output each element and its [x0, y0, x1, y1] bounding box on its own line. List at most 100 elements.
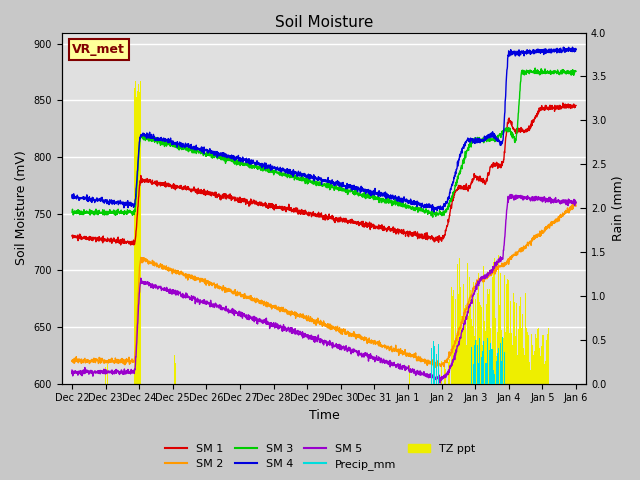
- Bar: [536, 338, 537, 384]
- Bar: [465, 305, 466, 384]
- Bar: [518, 329, 519, 384]
- Bar: [139, 98, 140, 384]
- Bar: [504, 317, 505, 384]
- Bar: [479, 337, 481, 384]
- Bar: [438, 344, 439, 384]
- Bar: [487, 288, 488, 384]
- Bar: [445, 370, 446, 384]
- Bar: [515, 336, 516, 384]
- Bar: [542, 335, 543, 384]
- Bar: [540, 357, 541, 384]
- Bar: [520, 297, 521, 384]
- Bar: [134, 88, 135, 384]
- Bar: [460, 312, 461, 384]
- Bar: [543, 357, 544, 384]
- Bar: [496, 356, 497, 384]
- Bar: [503, 337, 504, 384]
- Bar: [135, 81, 136, 384]
- Bar: [531, 335, 532, 384]
- Bar: [135, 101, 136, 384]
- Bar: [467, 263, 468, 384]
- Bar: [409, 365, 410, 384]
- Bar: [513, 293, 515, 384]
- Bar: [506, 284, 507, 384]
- Bar: [492, 277, 493, 384]
- Bar: [136, 97, 137, 384]
- Bar: [500, 366, 502, 384]
- Bar: [513, 328, 514, 384]
- Bar: [526, 359, 527, 384]
- Bar: [464, 308, 465, 384]
- Bar: [525, 350, 526, 384]
- Bar: [495, 318, 496, 384]
- Text: VR_met: VR_met: [72, 43, 125, 56]
- Bar: [466, 345, 467, 384]
- Bar: [490, 343, 491, 384]
- Bar: [546, 340, 547, 384]
- Bar: [488, 294, 489, 384]
- Bar: [467, 296, 468, 384]
- Bar: [457, 264, 458, 384]
- Bar: [505, 332, 506, 384]
- Bar: [540, 356, 541, 384]
- Bar: [477, 293, 478, 384]
- Bar: [530, 370, 531, 384]
- Bar: [481, 307, 482, 384]
- Bar: [510, 301, 511, 384]
- Bar: [468, 277, 470, 384]
- Bar: [507, 279, 508, 384]
- Bar: [522, 353, 523, 384]
- Bar: [475, 299, 476, 384]
- Bar: [532, 351, 533, 384]
- Bar: [502, 338, 504, 384]
- Bar: [453, 289, 454, 384]
- Bar: [105, 367, 106, 384]
- Bar: [374, 364, 376, 384]
- Bar: [489, 289, 490, 384]
- Bar: [537, 329, 538, 384]
- Bar: [483, 265, 484, 384]
- Bar: [482, 351, 483, 384]
- Bar: [535, 359, 536, 384]
- Bar: [515, 361, 516, 384]
- Bar: [461, 316, 462, 384]
- Bar: [175, 363, 176, 384]
- Bar: [514, 302, 515, 384]
- Bar: [547, 334, 548, 384]
- Bar: [510, 302, 511, 384]
- Bar: [448, 362, 449, 384]
- Bar: [528, 335, 529, 384]
- Bar: [544, 364, 545, 384]
- Bar: [498, 348, 499, 384]
- Bar: [497, 353, 498, 384]
- Bar: [521, 328, 522, 384]
- Bar: [484, 363, 486, 384]
- Bar: [545, 360, 546, 384]
- Bar: [486, 363, 487, 384]
- Bar: [517, 355, 518, 384]
- Bar: [493, 370, 494, 384]
- Bar: [525, 293, 526, 384]
- Bar: [498, 301, 499, 384]
- Bar: [489, 350, 490, 384]
- Bar: [474, 336, 475, 384]
- Bar: [469, 336, 470, 384]
- Bar: [493, 352, 494, 384]
- Bar: [509, 353, 510, 384]
- Bar: [504, 275, 505, 384]
- Bar: [538, 328, 539, 384]
- Bar: [471, 324, 472, 384]
- Bar: [484, 353, 485, 384]
- Bar: [474, 345, 475, 384]
- Bar: [492, 320, 493, 384]
- Bar: [140, 81, 141, 384]
- Bar: [472, 326, 473, 384]
- Bar: [140, 105, 141, 384]
- Bar: [452, 296, 453, 384]
- Y-axis label: Soil Moisture (mV): Soil Moisture (mV): [15, 151, 28, 265]
- Bar: [538, 343, 540, 384]
- Bar: [537, 337, 538, 384]
- Bar: [500, 274, 501, 384]
- Bar: [456, 335, 457, 384]
- Bar: [137, 91, 138, 384]
